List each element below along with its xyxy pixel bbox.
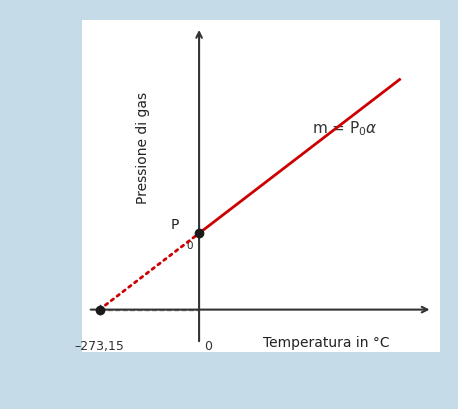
Text: m = P$_0\alpha$: m = P$_0\alpha$	[312, 119, 378, 137]
Text: Pressione di gas: Pressione di gas	[136, 92, 150, 204]
Text: –273,15: –273,15	[75, 339, 125, 353]
Text: 0: 0	[186, 240, 192, 250]
Text: 0: 0	[205, 339, 213, 353]
Text: Temperatura in °C: Temperatura in °C	[263, 335, 390, 349]
Text: P: P	[171, 218, 179, 231]
